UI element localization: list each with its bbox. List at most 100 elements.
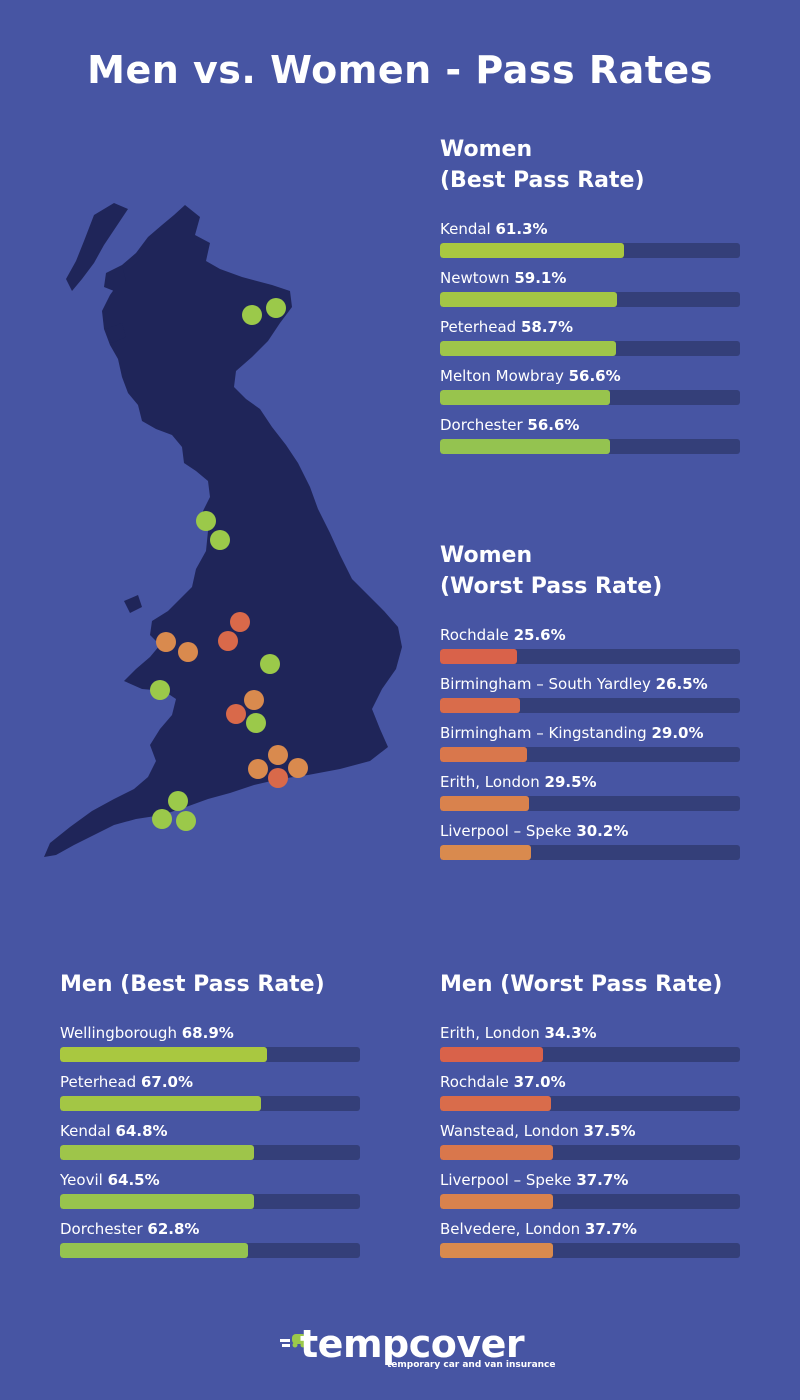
- bar-row: Peterhead 67.0%: [60, 1071, 360, 1120]
- men-best-pass-rate-chart: Men (Best Pass Rate) Wellingborough 68.9…: [60, 969, 360, 1267]
- bar-label: Liverpool – Speke 37.7%: [440, 1169, 740, 1191]
- location-marker: [246, 713, 266, 733]
- location-marker: [268, 745, 288, 765]
- chart-title-line: Women: [440, 137, 533, 162]
- bar: [440, 292, 618, 307]
- location-marker: [288, 758, 308, 778]
- bar-row: Liverpool – Speke 37.7%: [440, 1169, 740, 1218]
- chart-title-line: (Best Pass Rate): [440, 168, 645, 193]
- bar: [60, 1194, 254, 1209]
- bar: [440, 698, 520, 713]
- bar: [440, 747, 527, 762]
- location-marker: [168, 791, 188, 811]
- tempcover-logo: tempcover temporary car and van insuranc…: [280, 1322, 556, 1382]
- value-label: 62.8%: [147, 1220, 200, 1238]
- value-label: 29.0%: [651, 724, 704, 742]
- location-marker: [248, 759, 268, 779]
- chart-title: Women (Best Pass Rate): [440, 134, 740, 196]
- bar-track: [440, 390, 740, 405]
- bar-label: Dorchester 62.8%: [60, 1218, 360, 1240]
- bar-label: Yeovil 64.5%: [60, 1169, 360, 1191]
- location-marker: [178, 642, 198, 662]
- value-label: 61.3%: [495, 220, 548, 238]
- bar-track: [60, 1243, 360, 1258]
- bar-label: Peterhead 67.0%: [60, 1071, 360, 1093]
- bar-track: [440, 341, 740, 356]
- bar-list: Erith, London 34.3% Rochdale 37.0% Wanstea…: [440, 1022, 740, 1267]
- category-label: Rochdale: [440, 1073, 509, 1091]
- women-best-pass-rate-chart: Women (Best Pass Rate) Kendal 61.3% Newto…: [440, 134, 740, 463]
- bar-track: [440, 845, 740, 860]
- bar-track: [440, 649, 740, 664]
- bar-label: Belvedere, London 37.7%: [440, 1218, 740, 1240]
- category-label: Peterhead: [440, 318, 517, 336]
- western-isles-shape: [66, 203, 128, 291]
- category-label: Wanstead, London: [440, 1122, 579, 1140]
- category-label: Birmingham – South Yardley: [440, 675, 651, 693]
- bar-track: [60, 1047, 360, 1062]
- bar: [440, 796, 529, 811]
- bar-row: Yeovil 64.5%: [60, 1169, 360, 1218]
- category-label: Birmingham – Kingstanding: [440, 724, 647, 742]
- location-marker: [210, 530, 230, 550]
- bar: [440, 341, 617, 356]
- value-label: 37.0%: [513, 1073, 566, 1091]
- location-marker: [196, 511, 216, 531]
- bar-track: [440, 747, 740, 762]
- bar-row: Wanstead, London 37.5%: [440, 1120, 740, 1169]
- bar: [440, 243, 624, 258]
- logo-tagline: temporary car and van insurance: [387, 1360, 556, 1370]
- uk-map: [44, 203, 402, 857]
- location-marker: [156, 632, 176, 652]
- value-label: 37.5%: [583, 1122, 636, 1140]
- bar-row: Newtown 59.1%: [440, 267, 740, 316]
- chart-title-line: Men (Best Pass Rate): [60, 972, 325, 997]
- bar-label: Kendal 64.8%: [60, 1120, 360, 1142]
- bar-track: [60, 1096, 360, 1111]
- chart-title: Women (Worst Pass Rate): [440, 540, 740, 602]
- bar: [440, 845, 531, 860]
- value-label: 56.6%: [568, 367, 621, 385]
- bar-label: Birmingham – Kingstanding 29.0%: [440, 722, 740, 744]
- value-label: 64.5%: [107, 1171, 160, 1189]
- bar: [60, 1145, 255, 1160]
- bar-label: Kendal 61.3%: [440, 218, 740, 240]
- value-label: 25.6%: [513, 626, 566, 644]
- bar-row: Wellingborough 68.9%: [60, 1022, 360, 1071]
- bar-track: [440, 292, 740, 307]
- skye-shape: [104, 265, 126, 291]
- bar: [440, 1243, 554, 1258]
- bar-label: Melton Mowbray 56.6%: [440, 365, 740, 387]
- bar: [440, 439, 610, 454]
- value-label: 67.0%: [140, 1073, 194, 1091]
- anglesey-shape: [124, 595, 142, 613]
- location-marker: [260, 654, 280, 674]
- page-title: Men vs. Women - Pass Rates: [87, 48, 713, 92]
- bar-label: Dorchester 56.6%: [440, 414, 740, 436]
- chart-title: Men (Best Pass Rate): [60, 969, 360, 1000]
- value-label: 37.7%: [576, 1171, 629, 1189]
- location-marker: [268, 768, 288, 788]
- category-label: Dorchester: [440, 416, 523, 434]
- bar-track: [440, 243, 740, 258]
- bar: [60, 1047, 267, 1062]
- bar: [440, 1145, 553, 1160]
- value-label: 29.5%: [544, 773, 597, 791]
- category-label: Erith, London: [440, 773, 540, 791]
- bar-row: Dorchester 62.8%: [60, 1218, 360, 1267]
- car-icon: [280, 1334, 306, 1348]
- value-label: 30.2%: [576, 822, 629, 840]
- category-label: Yeovil: [60, 1171, 103, 1189]
- bar-row: Melton Mowbray 56.6%: [440, 365, 740, 414]
- bar: [440, 390, 610, 405]
- chart-title-line: (Worst Pass Rate): [440, 574, 663, 599]
- category-label: Rochdale: [440, 626, 509, 644]
- bar-row: Belvedere, London 37.7%: [440, 1218, 740, 1267]
- category-label: Belvedere, London: [440, 1220, 581, 1238]
- value-label: 26.5%: [655, 675, 708, 693]
- bar-label: Rochdale 25.6%: [440, 624, 740, 646]
- bar-row: Erith, London 29.5%: [440, 771, 740, 820]
- bar: [440, 1194, 554, 1209]
- bar-list: Kendal 61.3% Newtown 59.1% Peterhead 58.7%…: [440, 218, 740, 463]
- bar-row: Birmingham – Kingstanding 29.0%: [440, 722, 740, 771]
